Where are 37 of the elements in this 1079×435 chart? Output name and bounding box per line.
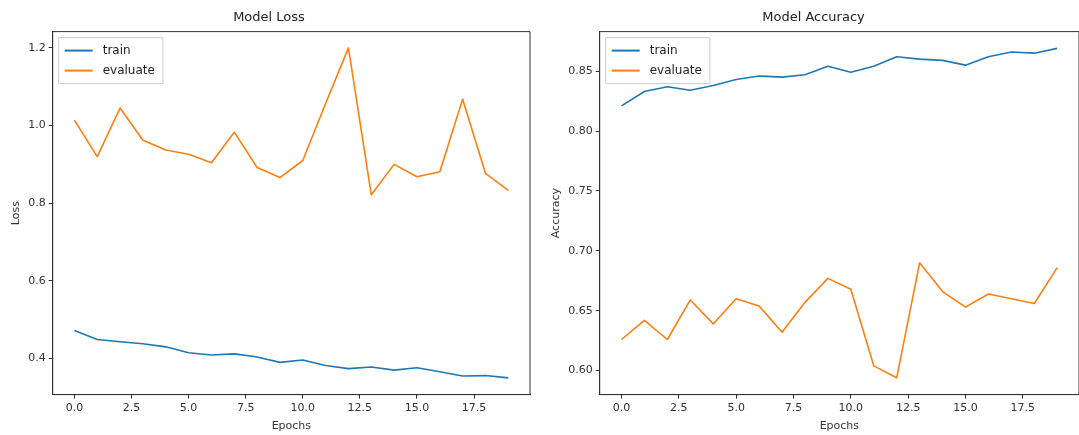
y-axis-title: Accuracy (549, 187, 563, 239)
x-tick-label: 12.5 (347, 401, 373, 415)
y-tick-label: 0.85 (568, 63, 593, 77)
legend-label: evaluate (102, 62, 155, 77)
x-tick-label: 10.0 (838, 401, 864, 415)
x-axis-title: Epochs (271, 419, 312, 433)
y-tick-label: 0.65 (568, 303, 593, 317)
x-tick-label: 10.0 (290, 401, 316, 415)
y-tick-label: 0.70 (568, 243, 593, 257)
x-tick-label: 5.0 (179, 401, 198, 415)
x-tick-label: 7.5 (784, 401, 803, 415)
x-tick-label: 5.0 (727, 401, 745, 415)
x-tick-label: 7.5 (236, 401, 255, 415)
chart-title: Model Accuracy (762, 9, 866, 25)
y-tick-label: 0.8 (28, 196, 46, 210)
legend-label: evaluate (649, 62, 702, 77)
y-tick-label: 0.80 (568, 123, 593, 137)
x-tick-label: 15.0 (404, 401, 430, 415)
legend-label: train (102, 42, 131, 57)
y-tick-label: 0.75 (568, 183, 593, 197)
y-axis-title: Loss (9, 200, 23, 226)
y-tick-label: 1.2 (28, 40, 46, 54)
y-tick-label: 0.4 (28, 351, 46, 365)
x-tick-label: 2.5 (122, 401, 141, 415)
x-tick-label: 0.0 (65, 401, 84, 415)
y-tick-label: 0.60 (568, 363, 593, 377)
x-tick-label: 0.0 (612, 401, 631, 415)
y-tick-label: 1.0 (28, 118, 46, 132)
x-tick-label: 2.5 (670, 401, 688, 415)
x-tick-label: 17.5 (461, 401, 487, 415)
x-axis-title: Epochs (819, 419, 860, 433)
legend-label: train (649, 42, 678, 57)
y-tick-label: 0.6 (28, 273, 46, 287)
chart-title: Model Loss (233, 9, 306, 25)
x-tick-label: 12.5 (895, 401, 921, 415)
x-tick-label: 15.0 (953, 401, 978, 415)
x-tick-label: 17.5 (1010, 401, 1036, 415)
